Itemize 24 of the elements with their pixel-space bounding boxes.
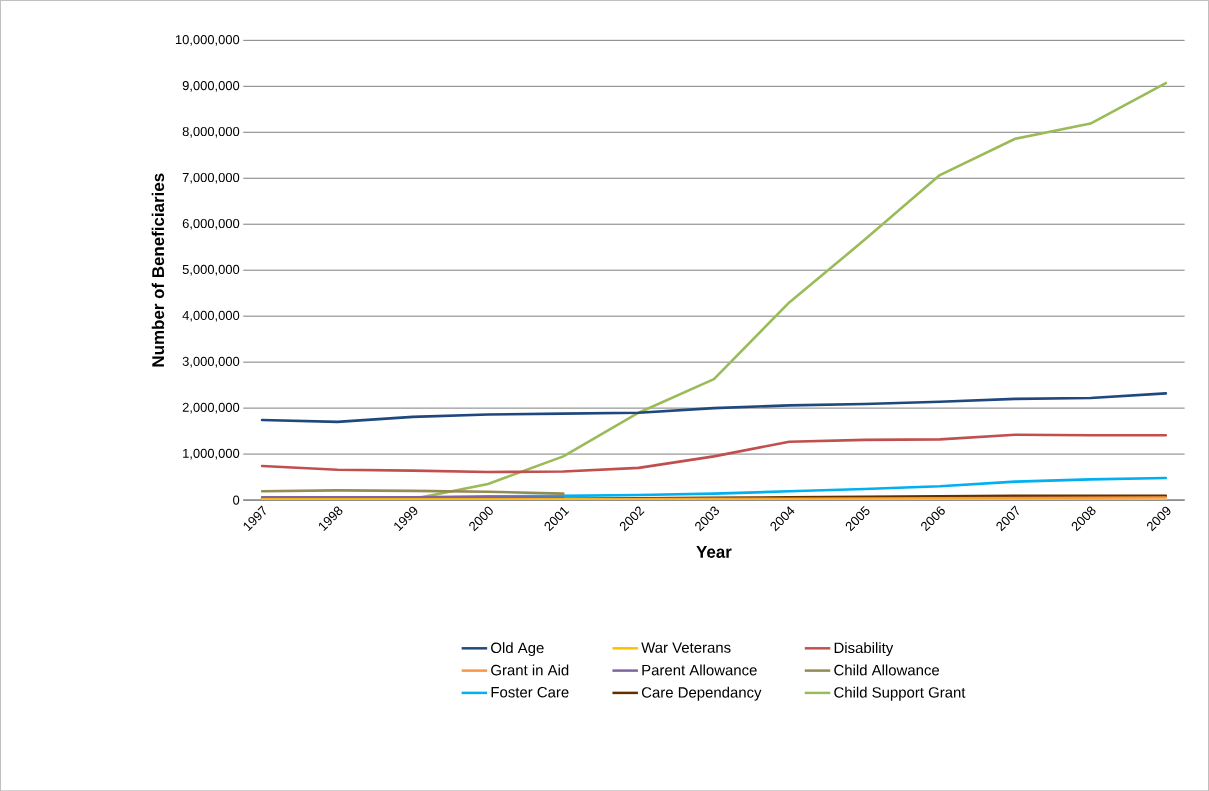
legend-label: Old Age — [491, 642, 544, 656]
legend-label: Foster Care — [491, 686, 569, 698]
y-tick-label: 3,000,000 — [182, 356, 240, 368]
y-tick-label: 0 — [233, 495, 240, 505]
legend-label: War Veterans — [641, 642, 731, 653]
y-tick-label: 5,000,000 — [182, 264, 240, 276]
y-tick-label: 10,000,000 — [175, 34, 240, 46]
legend-label: Grant in Aid — [491, 664, 569, 676]
line-series — [260, 391, 1168, 424]
y-axis-title: Number of Beneficiaries — [151, 173, 165, 367]
legend-label: Care Dependancy — [641, 686, 762, 701]
legend-label: Parent Allowance — [642, 664, 757, 676]
y-tick-label: 8,000,000 — [182, 126, 240, 138]
y-tick-label: 7,000,000 — [182, 172, 240, 184]
y-tick-label: 4,000,000 — [182, 310, 240, 322]
legend-label: Child Support Grant — [834, 686, 966, 701]
legend-label: Disability — [834, 642, 894, 656]
y-tick-label: 9,000,000 — [182, 80, 240, 92]
y-tick-label: 1,000,000 — [183, 448, 240, 460]
legend-label: Child Allowance — [834, 664, 940, 676]
x-axis-title: Year — [696, 545, 732, 558]
y-tick-label: 6,000,000 — [182, 218, 240, 230]
line-series — [260, 433, 1168, 474]
y-tick-label: 2,000,000 — [182, 402, 240, 414]
